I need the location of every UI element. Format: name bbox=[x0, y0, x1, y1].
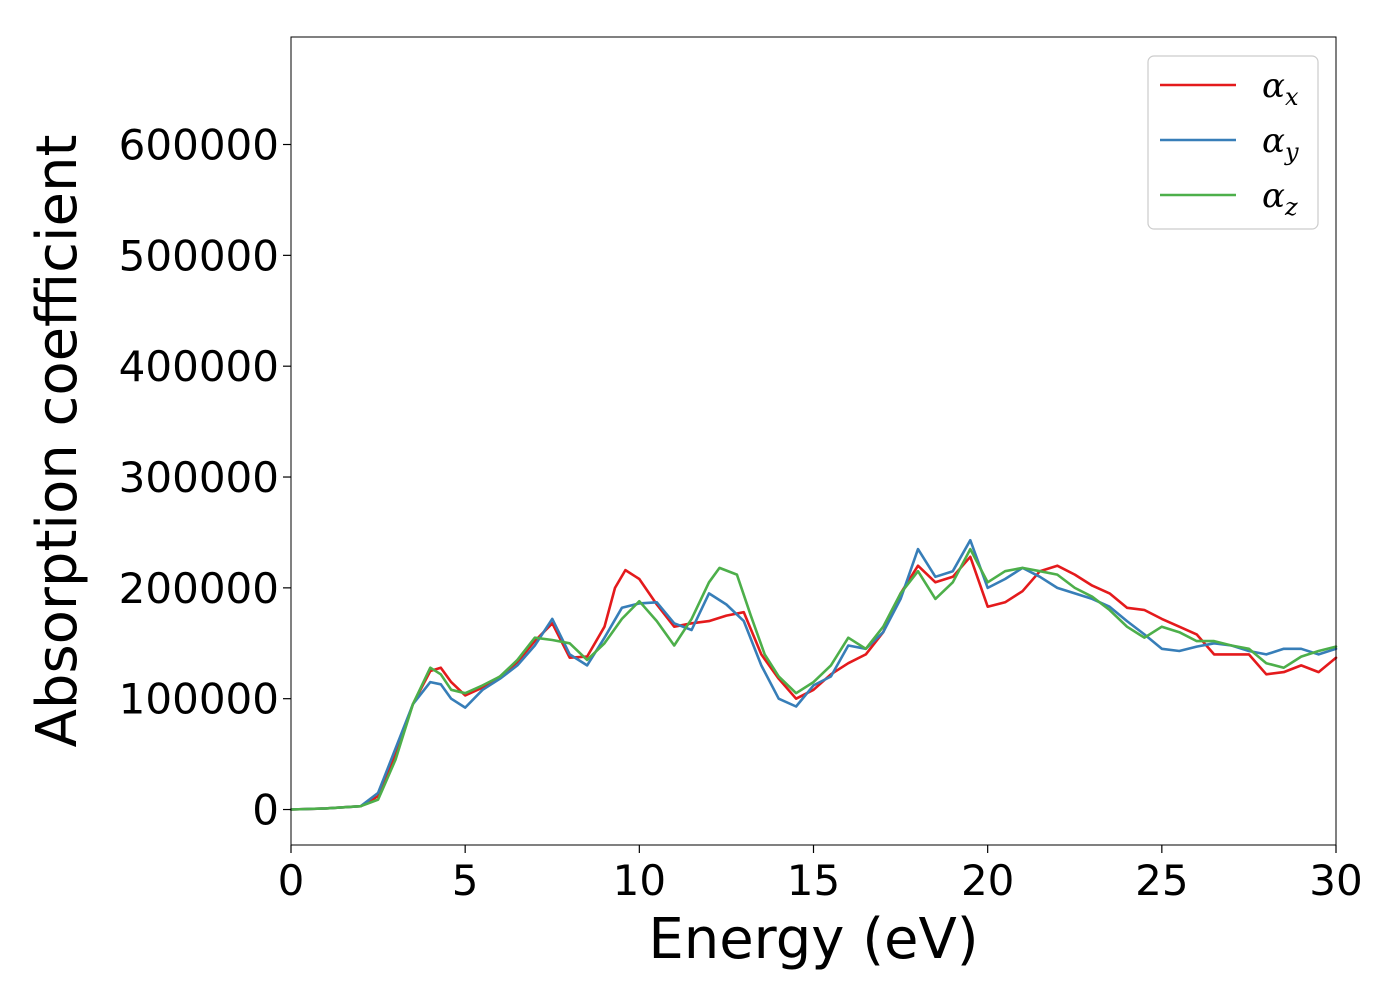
y-axis: 0 100000 200000 300000 400000 500000 600000 bbox=[119, 121, 291, 835]
x-tick-label: 10 bbox=[613, 856, 666, 905]
x-tick-label: 30 bbox=[1309, 856, 1362, 905]
x-axis: 0 5 10 15 20 25 30 bbox=[278, 845, 1363, 905]
series-lines bbox=[289, 538, 1338, 811]
y-tick-label: 600000 bbox=[119, 121, 279, 170]
series-line-z bbox=[289, 547, 1338, 811]
legend-label-y: αy bbox=[1262, 121, 1299, 166]
y-axis-title: Absorption coefficient bbox=[25, 135, 90, 748]
series-line-y bbox=[289, 538, 1338, 811]
x-tick-label: 25 bbox=[1135, 856, 1188, 905]
x-tick-label: 15 bbox=[787, 856, 840, 905]
legend-box bbox=[1147, 55, 1319, 230]
legend-label-x: αx bbox=[1262, 66, 1299, 111]
y-tick-label: 100000 bbox=[119, 675, 279, 724]
legend-label-z: αz bbox=[1262, 176, 1298, 221]
x-tick-label: 20 bbox=[961, 856, 1014, 905]
legend: αx αy αz bbox=[1147, 55, 1319, 230]
series-line-x bbox=[289, 555, 1338, 811]
y-tick-label: 0 bbox=[252, 786, 279, 835]
y-tick-label: 500000 bbox=[119, 231, 279, 280]
y-tick-label: 200000 bbox=[119, 564, 279, 613]
x-tick-label: 0 bbox=[278, 856, 305, 905]
x-axis-title: Energy (eV) bbox=[648, 907, 978, 972]
x-tick-label: 5 bbox=[452, 856, 479, 905]
y-tick-label: 300000 bbox=[119, 453, 279, 502]
y-tick-label: 400000 bbox=[119, 342, 279, 391]
